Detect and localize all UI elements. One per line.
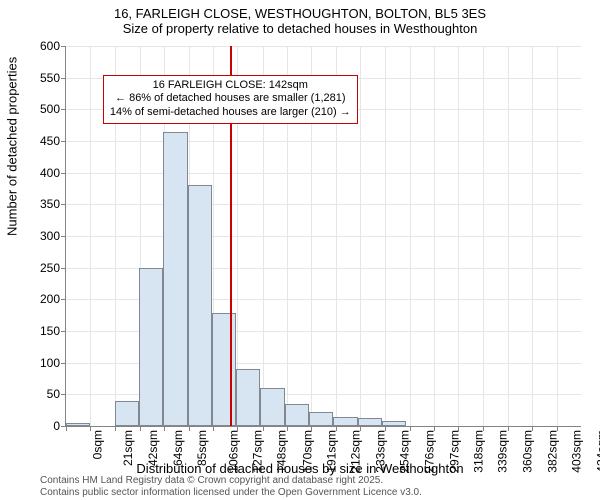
histogram-bar bbox=[236, 369, 260, 426]
y-tick bbox=[61, 173, 66, 174]
x-tick bbox=[115, 426, 116, 431]
callout-box: 16 FARLEIGH CLOSE: 142sqm← 86% of detach… bbox=[103, 75, 358, 124]
gridline-v bbox=[557, 46, 558, 426]
histogram-bar bbox=[139, 268, 163, 426]
histogram-bar bbox=[358, 418, 382, 426]
y-tick-label: 0 bbox=[53, 419, 60, 433]
y-tick bbox=[61, 268, 66, 269]
histogram-bar bbox=[212, 313, 236, 426]
x-axis-label: Distribution of detached houses by size … bbox=[0, 461, 600, 476]
y-tick bbox=[61, 204, 66, 205]
callout-line: 14% of semi-detached houses are larger (… bbox=[110, 106, 351, 120]
gridline-v bbox=[508, 46, 509, 426]
histogram-bar bbox=[285, 404, 309, 426]
footer-attribution: Contains HM Land Registry data © Crown c… bbox=[40, 475, 422, 499]
y-tick-label: 300 bbox=[40, 229, 60, 243]
y-tick bbox=[61, 363, 66, 364]
x-tick bbox=[140, 426, 141, 431]
callout-line: ← 86% of detached houses are smaller (1,… bbox=[110, 92, 351, 106]
y-tick bbox=[61, 109, 66, 110]
histogram-bar bbox=[260, 388, 284, 426]
y-tick-label: 500 bbox=[40, 102, 60, 116]
gridline-h bbox=[66, 173, 581, 174]
gridline-v bbox=[458, 46, 459, 426]
y-tick bbox=[61, 236, 66, 237]
y-tick-label: 50 bbox=[47, 387, 60, 401]
histogram-bar bbox=[333, 417, 357, 427]
footer-line-2: Contains public sector information licen… bbox=[40, 487, 422, 499]
y-tick-label: 200 bbox=[40, 292, 60, 306]
gridline-h bbox=[66, 141, 581, 142]
y-tick-label: 100 bbox=[40, 356, 60, 370]
y-tick bbox=[61, 331, 66, 332]
gridline-v bbox=[360, 46, 361, 426]
title-line-1: 16, FARLEIGH CLOSE, WESTHOUGHTON, BOLTON… bbox=[0, 6, 600, 21]
gridline-v bbox=[90, 46, 91, 426]
y-tick bbox=[61, 78, 66, 79]
gridline-h bbox=[66, 204, 581, 205]
histogram-bar bbox=[309, 412, 333, 426]
histogram-bar bbox=[115, 401, 139, 426]
x-tick bbox=[66, 426, 67, 431]
y-tick bbox=[61, 299, 66, 300]
histogram-bar bbox=[382, 421, 406, 426]
y-tick-label: 600 bbox=[40, 39, 60, 53]
y-tick-label: 350 bbox=[40, 197, 60, 211]
y-tick-label: 250 bbox=[40, 261, 60, 275]
y-tick-label: 550 bbox=[40, 71, 60, 85]
x-tick-label: 0sqm bbox=[90, 430, 104, 459]
y-tick bbox=[61, 46, 66, 47]
x-tick bbox=[189, 426, 190, 431]
y-tick bbox=[61, 141, 66, 142]
y-tick bbox=[61, 394, 66, 395]
chart-container: 16, FARLEIGH CLOSE, WESTHOUGHTON, BOLTON… bbox=[0, 0, 600, 500]
y-tick-label: 150 bbox=[40, 324, 60, 338]
gridline-h bbox=[66, 46, 581, 47]
histogram-bar bbox=[188, 185, 212, 426]
gridline-h bbox=[66, 236, 581, 237]
callout-line: 16 FARLEIGH CLOSE: 142sqm bbox=[110, 79, 351, 93]
x-tick bbox=[213, 426, 214, 431]
y-tick-label: 450 bbox=[40, 134, 60, 148]
y-tick-label: 400 bbox=[40, 166, 60, 180]
gridline-v bbox=[410, 46, 411, 426]
title-line-2: Size of property relative to detached ho… bbox=[0, 21, 600, 36]
footer-line-1: Contains HM Land Registry data © Crown c… bbox=[40, 475, 422, 487]
chart-title: 16, FARLEIGH CLOSE, WESTHOUGHTON, BOLTON… bbox=[0, 0, 600, 36]
gridline-v bbox=[385, 46, 386, 426]
plot-area: 16 FARLEIGH CLOSE: 142sqm← 86% of detach… bbox=[65, 46, 581, 427]
histogram-bar bbox=[66, 423, 90, 426]
gridline-v bbox=[483, 46, 484, 426]
x-tick bbox=[164, 426, 165, 431]
histogram-bar bbox=[163, 132, 187, 427]
y-axis-label: Number of detached properties bbox=[5, 57, 20, 236]
gridline-v bbox=[434, 46, 435, 426]
gridline-v bbox=[532, 46, 533, 426]
